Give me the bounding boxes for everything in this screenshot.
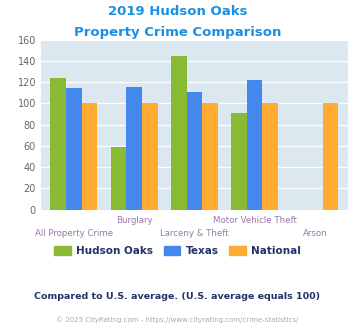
Text: All Property Crime: All Property Crime [35, 229, 113, 238]
Text: Arson: Arson [302, 229, 327, 238]
Bar [186, 92, 202, 210]
Bar [142, 103, 158, 210]
Bar [111, 147, 126, 210]
Bar [66, 88, 82, 210]
Text: Property Crime Comparison: Property Crime Comparison [74, 26, 281, 39]
Text: Burglary: Burglary [116, 216, 152, 225]
Bar [171, 55, 186, 210]
Bar [262, 103, 278, 210]
Bar [126, 87, 142, 210]
Bar [82, 103, 97, 210]
Bar [323, 103, 338, 210]
Bar [202, 103, 218, 210]
Text: © 2025 CityRating.com - https://www.cityrating.com/crime-statistics/: © 2025 CityRating.com - https://www.city… [56, 317, 299, 323]
Bar [231, 113, 247, 210]
Text: Larceny & Theft: Larceny & Theft [160, 229, 229, 238]
Text: 2019 Hudson Oaks: 2019 Hudson Oaks [108, 5, 247, 18]
Text: Compared to U.S. average. (U.S. average equals 100): Compared to U.S. average. (U.S. average … [34, 292, 321, 301]
Bar [247, 80, 262, 210]
Bar [50, 78, 66, 210]
Text: Motor Vehicle Theft: Motor Vehicle Theft [213, 216, 296, 225]
Legend: Hudson Oaks, Texas, National: Hudson Oaks, Texas, National [50, 242, 305, 260]
